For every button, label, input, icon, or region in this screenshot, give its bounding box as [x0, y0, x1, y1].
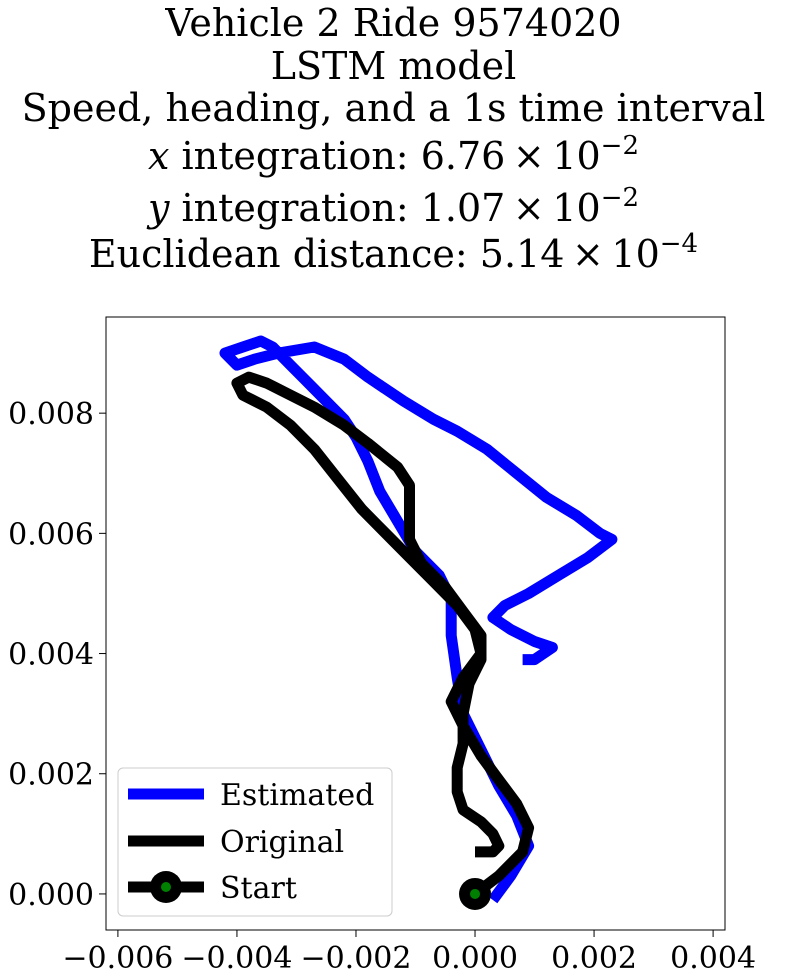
title-text: LSTM model	[271, 44, 516, 88]
legend-label-original: Original	[220, 825, 344, 860]
legend-label-estimated: Estimated	[220, 778, 374, 813]
x-tick-label: −0.006	[62, 941, 173, 976]
x-axis-ticks: −0.006 −0.004 −0.002 0.000 0.002 0.004	[62, 930, 756, 976]
plot-area-frame	[105, 316, 726, 931]
series-line-estimated	[219, 335, 618, 904]
title-line-3: Speed, heading, and a 1s time interval	[22, 86, 766, 130]
x-tick-label: −0.004	[181, 941, 292, 976]
y-tick-label: 0.008	[8, 397, 94, 432]
title-exponent: −4	[660, 229, 698, 259]
title-line-5: y integration: 1.07 × 10−2	[146, 183, 639, 230]
legend-start-marker-inner	[161, 882, 171, 892]
title-variable: y	[146, 186, 170, 230]
legend: Estimated Original Start	[117, 767, 393, 917]
series-line-original	[231, 371, 535, 899]
x-tick-label: 0.002	[551, 941, 637, 976]
x-tick-label: −0.002	[300, 941, 411, 976]
title-text: integration: 1.07 × 10	[169, 186, 600, 230]
y-tick-label: 0.002	[8, 758, 94, 793]
y-tick-label: 0.004	[8, 638, 94, 673]
title-variable: x	[148, 134, 169, 178]
title-text: Euclidean distance: 5.14 × 10	[89, 232, 660, 276]
title-line-1: Vehicle 2 Ride 9574020	[164, 1, 621, 45]
plot-series	[219, 335, 618, 910]
title-line-6: Euclidean distance: 5.14 × 10−4	[89, 229, 698, 276]
title-line-2: LSTM model	[271, 44, 516, 88]
title-text: Vehicle 2 Ride 9574020	[164, 1, 621, 45]
x-tick-label: 0.004	[670, 941, 756, 976]
y-axis-ticks: 0.000 0.002 0.004 0.006 0.008	[8, 397, 106, 913]
title-exponent: −2	[601, 183, 639, 213]
x-tick-label: 0.000	[432, 941, 518, 976]
legend-box	[117, 767, 393, 917]
title-text: Speed, heading, and a 1s time interval	[22, 86, 766, 130]
title-line-4: x integration: 6.76 × 10−2	[148, 131, 639, 178]
start-marker-inner	[470, 888, 481, 899]
y-tick-label: 0.006	[8, 517, 94, 552]
title-text: integration: 6.76 × 10	[169, 134, 600, 178]
title-exponent: −2	[601, 131, 639, 161]
y-tick-label: 0.000	[8, 878, 94, 913]
legend-label-start: Start	[220, 871, 297, 906]
